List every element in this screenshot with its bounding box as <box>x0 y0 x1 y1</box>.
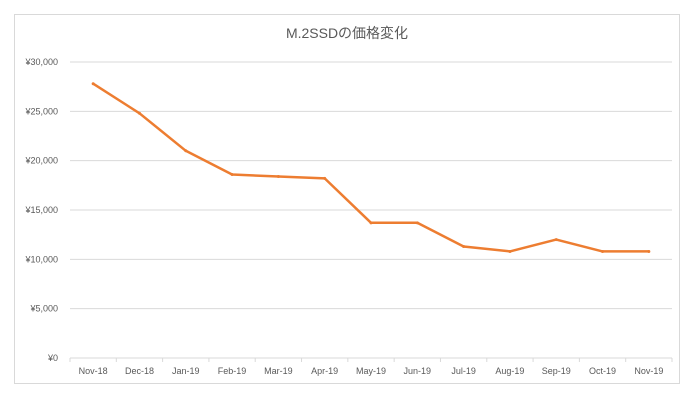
y-tick-label: ¥30,000 <box>24 57 58 67</box>
data-point <box>601 249 605 253</box>
x-tick-label: Nov-18 <box>79 366 108 376</box>
x-tick-label: Jul-19 <box>451 366 476 376</box>
x-tick-label: Mar-19 <box>264 366 293 376</box>
chart-title: M.2SSDの価格変化 <box>285 25 409 41</box>
data-point <box>91 82 95 86</box>
x-tick-label: Oct-19 <box>589 366 616 376</box>
data-point <box>647 249 651 253</box>
x-tick-label: Jun-19 <box>404 366 432 376</box>
data-point <box>508 249 512 253</box>
x-tick-label: Dec-18 <box>125 366 154 376</box>
series-line <box>91 82 651 253</box>
data-point <box>323 176 327 180</box>
y-tick-label: ¥25,000 <box>24 106 58 116</box>
x-tick-label: May-19 <box>356 366 386 376</box>
x-tick-label: Jan-19 <box>172 366 200 376</box>
data-point <box>230 172 234 176</box>
data-point <box>369 221 373 225</box>
y-tick-label: ¥10,000 <box>24 254 58 264</box>
x-tick-label: Aug-19 <box>495 366 524 376</box>
y-tick-label: ¥15,000 <box>24 205 58 215</box>
data-point <box>462 245 466 249</box>
data-point <box>184 149 188 153</box>
data-point <box>137 111 141 115</box>
x-tick-label: Nov-19 <box>634 366 663 376</box>
data-point <box>415 221 419 225</box>
y-tick-label: ¥5,000 <box>29 304 58 314</box>
y-tick-label: ¥0 <box>47 353 58 363</box>
x-tick-label: Apr-19 <box>311 366 338 376</box>
x-tick-label: Feb-19 <box>218 366 247 376</box>
x-tick-label: Sep-19 <box>542 366 571 376</box>
data-point <box>554 238 558 242</box>
data-point <box>276 174 280 178</box>
y-tick-label: ¥20,000 <box>24 156 58 166</box>
